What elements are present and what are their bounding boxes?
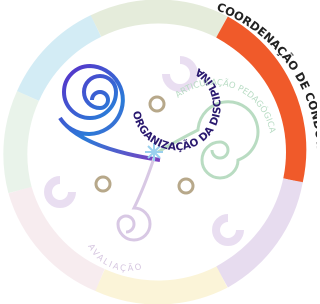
page: COORDENAÇÃO DE CONDUTAS ORGANIZAÇÃO DA D… xyxy=(0,0,317,304)
logo: COORDENAÇÃO DE CONDUTAS ORGANIZAÇÃO DA D… xyxy=(0,0,317,304)
